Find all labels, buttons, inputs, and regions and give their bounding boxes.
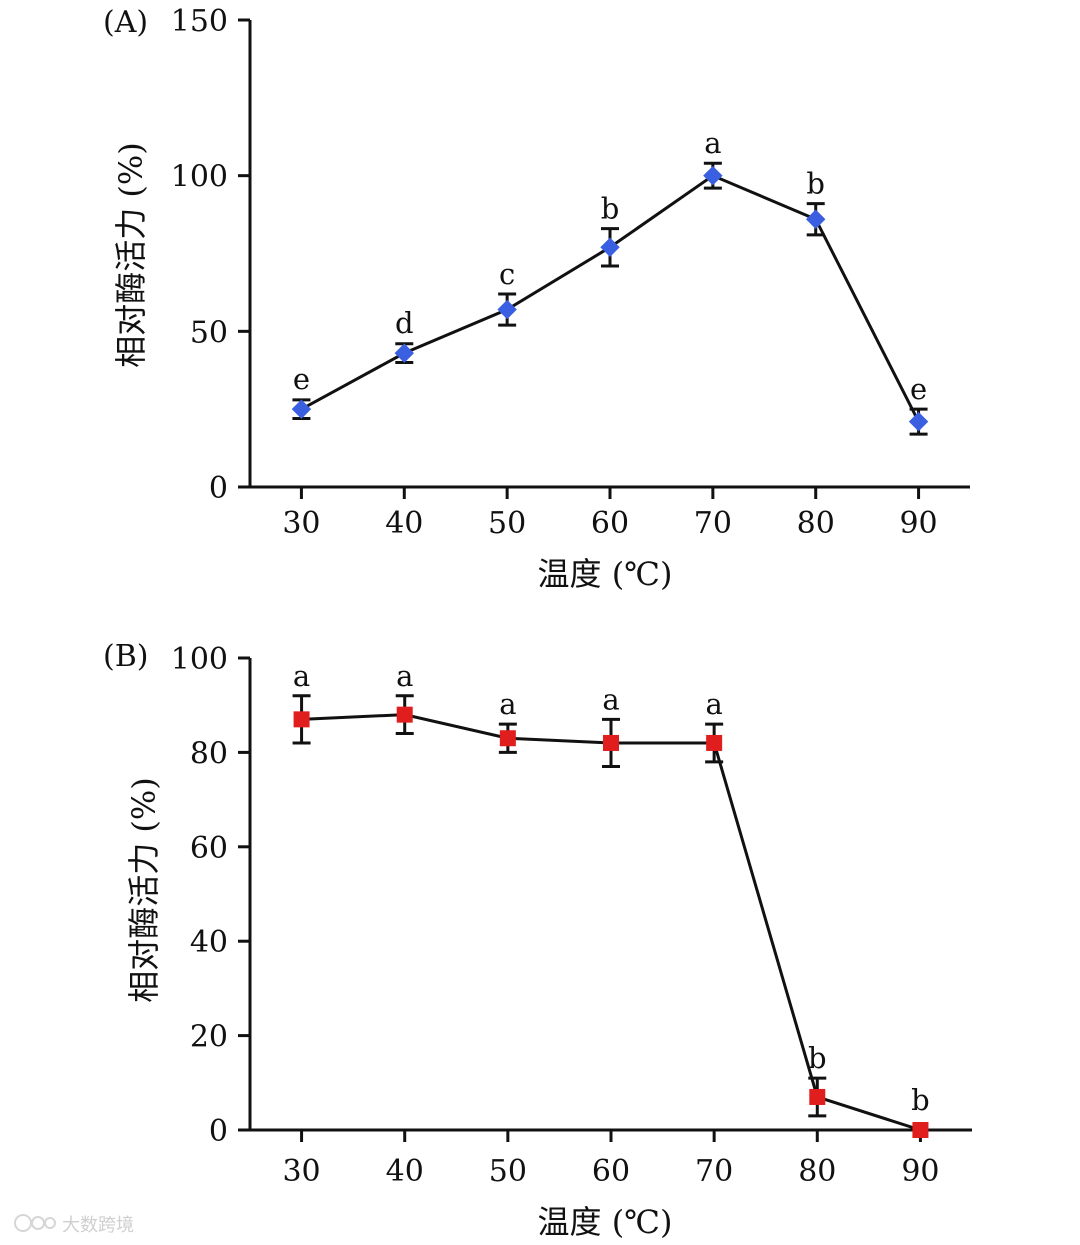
panel-a-data-point	[497, 299, 517, 320]
panel-b-data-point	[499, 730, 516, 747]
panel-b-data-point	[603, 734, 619, 751]
panel-a-data-point	[806, 209, 826, 229]
panel-a-x-tick-label: 70	[694, 506, 732, 541]
panel-b-x-tick-label: 90	[901, 1154, 939, 1189]
watermark-text: 大数跨境	[62, 1215, 134, 1236]
panel-a-x-tick-label: 80	[797, 506, 835, 541]
panel-a-significance-label: b	[806, 167, 825, 201]
panel-b-data-point	[809, 1088, 826, 1105]
panel-b-data-point	[706, 734, 723, 751]
panel-b-y-tick-label: 100	[171, 642, 228, 677]
panel-a-data-point	[908, 411, 929, 432]
panel-a-x-axis-label: 温度 (℃)	[538, 555, 673, 593]
panel-a-data-point	[394, 343, 414, 363]
panel-b-data-point	[912, 1122, 929, 1138]
watermark-logo-icon	[14, 1214, 56, 1232]
panel-b-y-tick-label: 0	[209, 1114, 228, 1149]
panel-b-significance-label: a	[396, 659, 413, 693]
panel-b-series-line	[301, 713, 921, 1132]
panel-b-x-tick-label: 40	[386, 1154, 424, 1189]
watermark: 大数跨境	[14, 1214, 134, 1236]
panel-a-y-tick-label: 50	[190, 315, 228, 350]
panel-b-y-tick-label: 60	[190, 831, 228, 866]
panel-b: (B) 温度 (℃) 相对酶活力 (%) 0 20 40 60 80 100 30 40 50 6…	[103, 639, 972, 1241]
panel-a-x-tick-label: 50	[488, 506, 526, 541]
panel-b-significance-label: a	[293, 659, 310, 693]
panel-a-data-point	[703, 165, 723, 186]
panel-b-y-tick-label: 40	[190, 925, 228, 960]
panel-b-significance-label: a	[602, 682, 619, 716]
panel-a: (A) 温度 (℃) 相对酶活力 (%) 0 50 100 150 30 40 50 60 70…	[103, 4, 970, 593]
panel-b-significance-label: a	[499, 687, 516, 721]
panel-b-y-axis-label: 相对酶活力 (%)	[125, 777, 163, 1003]
panel-a-data-point	[600, 237, 620, 257]
panel-a-y-tick-label: 0	[209, 471, 228, 506]
panel-b-x-axis-label: 温度 (℃)	[538, 1203, 673, 1241]
panel-a-x-tick-label: 60	[591, 506, 629, 541]
panel-a-data-point	[291, 399, 312, 419]
panel-b-x-tick-label: 70	[695, 1154, 733, 1189]
panel-b-y-tick-label: 20	[190, 1020, 228, 1055]
panel-b-significance-label: b	[911, 1083, 930, 1117]
panel-b-data-point	[396, 706, 413, 723]
panel-a-significance-label: a	[704, 126, 721, 160]
panel-b-y-tick-label: 80	[190, 736, 228, 771]
panel-b-significance-label: a	[705, 687, 722, 721]
panel-b-x-tick-label: 50	[489, 1154, 527, 1189]
panel-a-significance-label: d	[395, 306, 414, 340]
panel-a-x-tick-label: 40	[385, 506, 423, 541]
panel-a-x-tick-label: 30	[282, 506, 320, 541]
panel-b-data-point	[293, 711, 310, 728]
panel-a-significance-label: c	[499, 257, 515, 291]
panel-b-label: (B)	[103, 639, 148, 674]
panel-a-significance-label: b	[601, 192, 620, 226]
panel-b-significance-label: b	[808, 1041, 827, 1075]
panel-a-significance-label: e	[910, 372, 927, 406]
panel-a-x-tick-label: 90	[899, 506, 937, 541]
panel-a-y-tick-label: 150	[171, 4, 228, 39]
panel-a-significance-label: e	[293, 362, 310, 396]
panel-a-y-axis-label: 相对酶活力 (%)	[112, 142, 150, 368]
panel-a-label: (A)	[103, 5, 148, 40]
panel-b-x-tick-label: 30	[282, 1154, 320, 1189]
panel-b-x-tick-label: 60	[592, 1154, 630, 1189]
panel-a-y-tick-label: 100	[171, 160, 228, 195]
panel-b-x-tick-label: 80	[798, 1154, 836, 1189]
